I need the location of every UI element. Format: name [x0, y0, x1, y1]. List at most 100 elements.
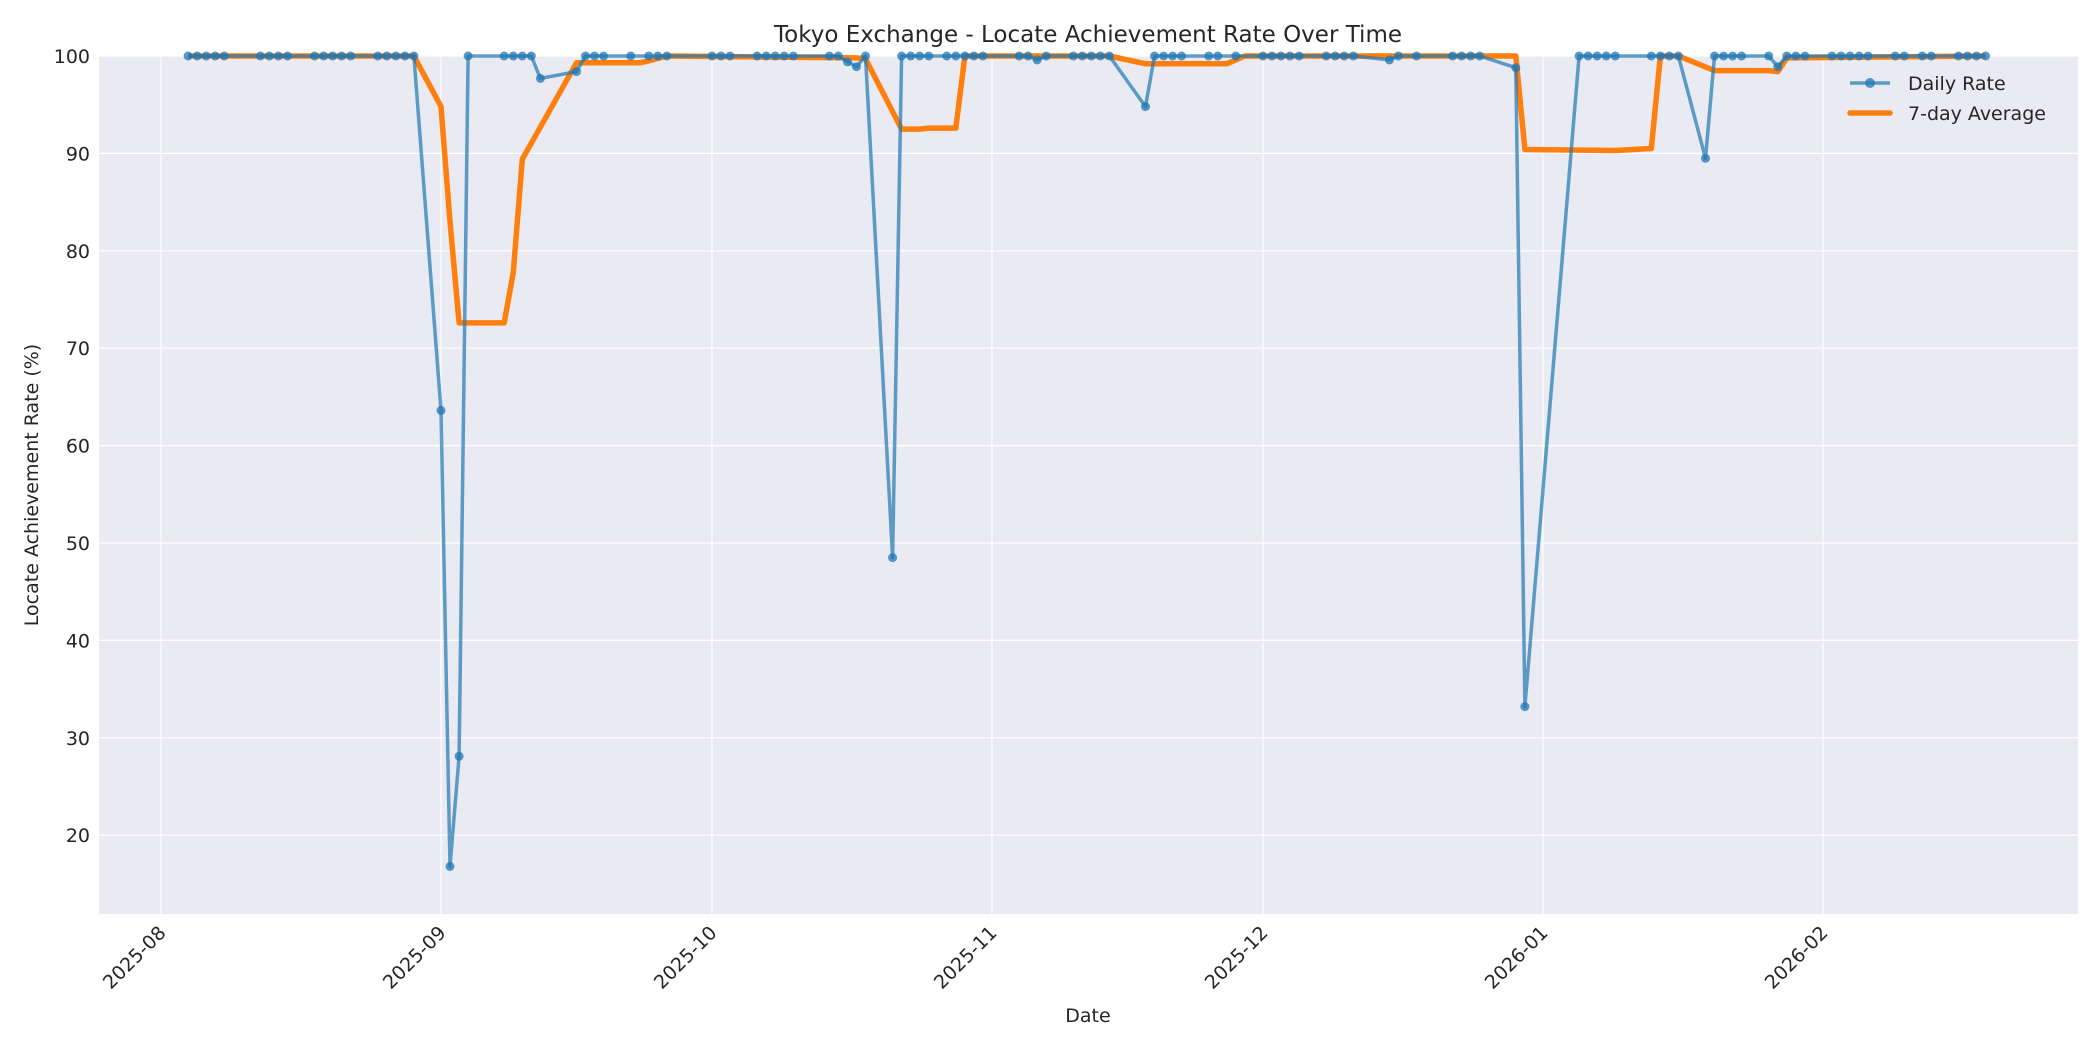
plot-area: [99, 56, 2078, 914]
x-tick-label: 2025-09: [379, 922, 451, 994]
data-point: [1899, 51, 1909, 61]
data-point: [1041, 51, 1051, 61]
data-point: [1592, 51, 1602, 61]
y-tick-label: 80: [66, 241, 90, 263]
data-point: [653, 51, 663, 61]
data-point: [824, 51, 834, 61]
data-point: [1655, 51, 1665, 61]
data-point: [1782, 51, 1792, 61]
data-point: [1014, 51, 1024, 61]
data-point: [978, 51, 988, 61]
data-point: [283, 51, 292, 61]
data-point: [1258, 51, 1268, 61]
x-axis-label: Date: [1065, 1005, 1110, 1027]
data-point: [725, 51, 735, 61]
data-point: [445, 861, 455, 871]
legend-label-average: 7-day Average: [1908, 103, 2046, 125]
data-point: [1520, 702, 1530, 712]
data-point: [779, 51, 789, 61]
data-point: [454, 751, 464, 761]
data-point: [581, 51, 590, 61]
data-point: [1854, 51, 1864, 61]
data-point: [1511, 63, 1521, 73]
data-point: [942, 51, 952, 61]
data-point: [1141, 102, 1150, 112]
data-point: [1213, 51, 1223, 61]
data-point: [1773, 62, 1783, 72]
data-point: [1276, 51, 1286, 61]
data-point: [1348, 51, 1358, 61]
data-point: [346, 51, 356, 61]
series-daily-rate: [183, 51, 1990, 871]
data-point: [1412, 51, 1421, 61]
data-point: [599, 51, 609, 61]
data-point: [1475, 51, 1485, 61]
data-point: [590, 51, 599, 61]
data-point: [1457, 51, 1467, 61]
data-point: [1863, 51, 1873, 61]
data-point: [1095, 51, 1105, 61]
data-point: [1384, 55, 1394, 65]
data-point: [273, 51, 283, 61]
data-point: [843, 57, 852, 67]
data-point: [960, 51, 970, 61]
data-point: [1764, 51, 1774, 61]
data-point: [1719, 51, 1729, 61]
data-point: [1330, 51, 1340, 61]
data-point: [662, 51, 672, 61]
data-point: [761, 51, 771, 61]
data-point: [852, 62, 861, 72]
x-tick-label: 2026-02: [1761, 922, 1833, 994]
data-point: [1791, 51, 1801, 61]
data-point: [1926, 51, 1936, 61]
y-tick-label: 100: [54, 46, 90, 68]
y-tick-label: 40: [66, 630, 90, 652]
data-point: [1466, 51, 1476, 61]
data-point: [788, 51, 798, 61]
grid-lines: [99, 55, 2078, 914]
data-point: [1023, 51, 1033, 61]
data-point: [1086, 51, 1096, 61]
data-point: [969, 51, 979, 61]
legend-item-average: 7-day Average: [1847, 103, 2046, 125]
y-axis-ticks: 20 30 40 50 60 70 80 90 100: [54, 46, 90, 847]
data-point: [752, 51, 762, 61]
data-point: [373, 51, 383, 61]
data-point: [1737, 51, 1747, 61]
data-point: [833, 51, 843, 61]
data-point: [951, 51, 961, 61]
data-point: [1448, 51, 1458, 61]
data-point: [1972, 51, 1981, 61]
data-point: [1917, 51, 1927, 61]
data-point: [1077, 51, 1087, 61]
data-point: [1267, 51, 1277, 61]
data-point: [264, 51, 274, 61]
data-point: [183, 51, 193, 61]
data-point: [1890, 51, 1900, 61]
data-point: [906, 51, 916, 61]
legend: Daily Rate 7-day Average: [1847, 73, 2046, 125]
data-point: [716, 51, 726, 61]
y-tick-label: 70: [66, 338, 90, 360]
x-tick-label: 2025-12: [1201, 922, 1273, 994]
data-point: [1032, 55, 1042, 65]
data-point: [1583, 51, 1593, 61]
data-point: [1339, 51, 1349, 61]
data-point: [1963, 51, 1972, 61]
data-point: [1321, 51, 1331, 61]
data-point: [517, 51, 527, 61]
data-point: [1393, 51, 1403, 61]
data-point: [1701, 153, 1710, 163]
data-point: [924, 51, 934, 61]
data-point: [1204, 51, 1214, 61]
legend-marker-icon: [1865, 78, 1875, 88]
data-point: [310, 51, 319, 61]
data-point: [1150, 51, 1159, 61]
data-point: [508, 51, 518, 61]
data-point: [1664, 51, 1674, 61]
data-point: [382, 51, 392, 61]
data-point: [1728, 51, 1738, 61]
x-tick-label: 2025-10: [650, 922, 722, 994]
x-axis-ticks: 2025-08 2025-09 2025-10 2025-11 2025-12 2026-…: [99, 922, 1833, 994]
